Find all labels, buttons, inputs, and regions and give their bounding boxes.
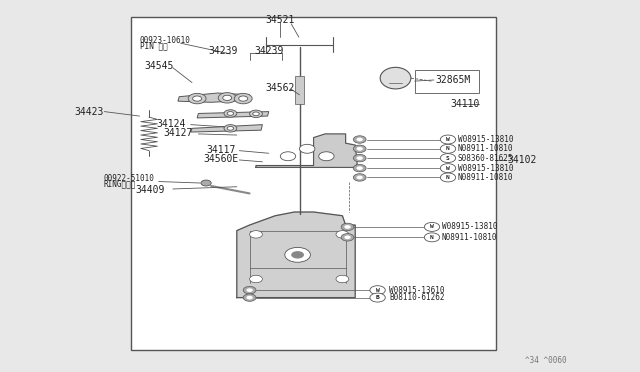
Text: 34545: 34545 [144,61,173,71]
Circle shape [336,231,349,238]
Text: 34110: 34110 [450,99,479,109]
Text: 34102: 34102 [508,155,537,165]
Circle shape [300,144,315,153]
Text: W: W [446,137,450,142]
Circle shape [319,152,334,161]
Ellipse shape [380,67,411,89]
Circle shape [291,251,304,259]
Circle shape [440,144,456,153]
Circle shape [246,288,253,292]
Text: 34521: 34521 [265,16,294,25]
Text: W: W [446,166,450,171]
Circle shape [370,286,385,295]
Text: 34239: 34239 [254,46,284,56]
Text: 00923-10610: 00923-10610 [140,36,190,45]
Circle shape [424,233,440,242]
Circle shape [356,138,363,141]
Text: S: S [446,155,450,161]
Text: W: W [376,288,380,293]
Text: N08911-10810: N08911-10810 [442,233,497,242]
Circle shape [239,96,248,101]
Circle shape [440,135,456,144]
Circle shape [341,223,354,231]
Text: 34124: 34124 [157,119,186,128]
Text: N08911-10810: N08911-10810 [458,173,513,182]
Text: 00922-51010: 00922-51010 [104,174,154,183]
Circle shape [356,166,363,170]
Text: W: W [430,224,434,230]
Text: N: N [430,235,434,240]
Text: 34239: 34239 [208,46,237,56]
Text: W08915-13810: W08915-13810 [442,222,497,231]
Circle shape [246,296,253,299]
Text: ^34 ^0060: ^34 ^0060 [525,356,566,365]
Text: W08915-13810: W08915-13810 [458,135,513,144]
Circle shape [356,147,363,151]
Circle shape [344,225,351,229]
Circle shape [356,176,363,179]
Circle shape [341,234,354,241]
Circle shape [285,247,310,262]
Polygon shape [178,93,250,102]
Polygon shape [197,112,269,118]
Bar [295,76,304,104]
Circle shape [234,93,252,104]
Circle shape [224,125,237,132]
Circle shape [353,136,366,143]
Text: 34117: 34117 [206,145,236,154]
Circle shape [243,294,256,301]
Text: 34423: 34423 [74,107,104,116]
Circle shape [344,235,351,239]
Text: W08915-13810: W08915-13810 [458,164,513,173]
Circle shape [440,164,456,173]
Text: N: N [446,146,450,151]
Circle shape [250,231,262,238]
Circle shape [353,174,366,181]
Text: RINGリング: RINGリング [104,180,136,189]
Circle shape [223,95,232,100]
Polygon shape [256,134,357,167]
Text: 34562: 34562 [265,83,294,93]
Circle shape [356,156,363,160]
Circle shape [370,293,385,302]
Circle shape [201,180,211,186]
Text: N: N [446,175,450,180]
Text: W08915-13610: W08915-13610 [389,286,445,295]
Circle shape [218,93,236,103]
Text: S08360-81625: S08360-81625 [458,154,513,163]
Circle shape [280,152,296,161]
Circle shape [353,154,366,162]
Circle shape [188,93,206,104]
Bar [131,17,496,350]
Circle shape [250,275,262,283]
Text: 32865M: 32865M [435,75,470,85]
Circle shape [227,112,234,115]
Circle shape [440,173,456,182]
Circle shape [227,126,234,130]
Circle shape [224,110,237,117]
Circle shape [253,112,259,116]
Text: N08911-10810: N08911-10810 [458,144,513,153]
Circle shape [193,96,202,101]
Text: PIN ビン: PIN ビン [140,42,167,51]
Text: B08110-61262: B08110-61262 [389,293,445,302]
Circle shape [353,145,366,153]
Text: B: B [376,295,380,300]
Circle shape [243,286,256,294]
Text: 34409: 34409 [136,186,165,195]
Circle shape [440,154,456,163]
Circle shape [336,275,349,283]
Polygon shape [237,212,355,298]
Text: 34127: 34127 [163,128,193,138]
Bar [415,70,479,93]
Text: 34560E: 34560E [203,154,239,164]
Polygon shape [191,125,262,132]
Circle shape [353,164,366,172]
Circle shape [424,222,440,231]
Circle shape [250,110,262,118]
